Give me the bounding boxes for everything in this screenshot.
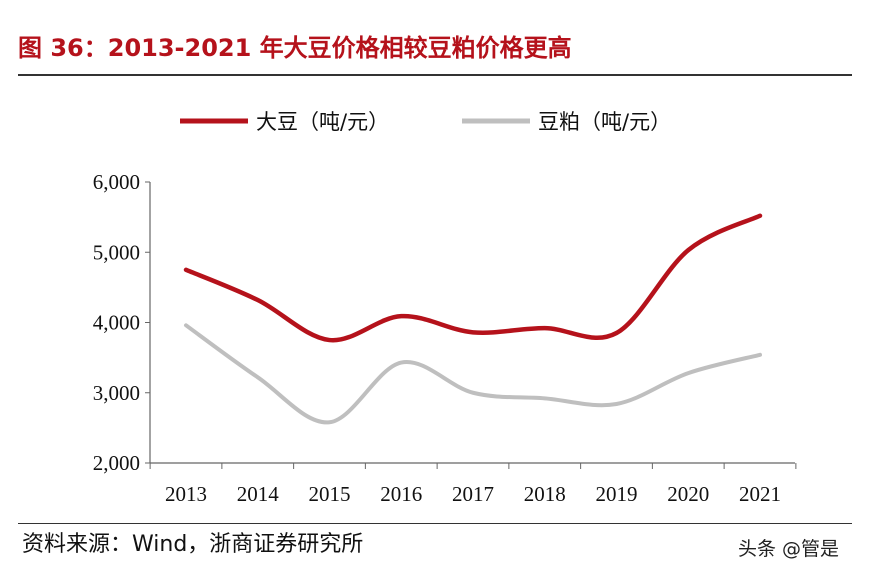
series-line-soymeal xyxy=(184,323,762,425)
y-tick-label: 6,000 xyxy=(93,170,140,194)
y-tick-label: 5,000 xyxy=(93,240,140,264)
chart-title: 图 36：2013-2021 年大豆价格相较豆粕价格更高 xyxy=(18,34,572,62)
y-tick-label: 2,000 xyxy=(93,451,140,475)
legend: 大豆（吨/元） 豆粕（吨/元） xyxy=(180,110,671,134)
series-line-soybean xyxy=(183,213,763,343)
watermark: 头条 @管是 xyxy=(738,538,840,560)
source-note: 资料来源：Wind，浙商证券研究所 xyxy=(22,532,364,557)
x-tick-label: 2019 xyxy=(596,482,638,506)
x-tick-label: 2015 xyxy=(309,482,351,506)
x-tick-label: 2021 xyxy=(739,482,781,506)
y-tick-label: 4,000 xyxy=(93,311,140,335)
x-tick-label: 2014 xyxy=(237,482,280,506)
title-divider xyxy=(18,74,852,76)
legend-label-soybean: 大豆（吨/元） xyxy=(256,110,389,134)
legend-label-soymeal: 豆粕（吨/元） xyxy=(538,110,671,134)
x-tick-label: 2017 xyxy=(452,482,494,506)
x-tick-label: 2013 xyxy=(165,482,207,506)
x-tick-label: 2016 xyxy=(380,482,422,506)
y-tick-label: 3,000 xyxy=(93,381,140,405)
x-tick-label: 2020 xyxy=(667,482,709,506)
footer-divider xyxy=(18,523,852,524)
x-tick-label: 2018 xyxy=(524,482,566,506)
